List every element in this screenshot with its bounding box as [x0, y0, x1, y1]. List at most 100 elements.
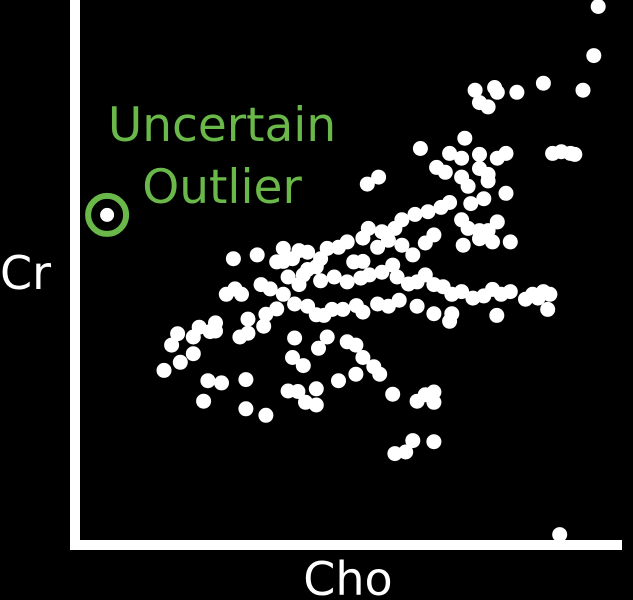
data-point-122 [258, 306, 274, 322]
data-point-73 [275, 286, 291, 302]
data-point-141 [372, 366, 388, 382]
data-point-31 [463, 196, 479, 212]
data-point-64 [275, 240, 291, 256]
points-layer [156, 0, 606, 543]
data-point-104 [540, 301, 556, 317]
data-point-12 [454, 150, 470, 166]
data-point-158 [426, 384, 442, 400]
annotation-line-2: Outlier [142, 160, 302, 215]
data-point-160 [405, 433, 421, 449]
data-point-120 [287, 296, 303, 312]
data-point-11 [442, 145, 458, 161]
data-point-55 [370, 239, 386, 255]
data-point-159 [426, 394, 442, 410]
data-point-29 [476, 191, 492, 207]
data-point-71 [280, 269, 296, 285]
data-point-1 [586, 48, 602, 64]
data-point-105 [489, 307, 505, 323]
data-point-53 [394, 237, 410, 253]
data-point-49 [455, 237, 471, 253]
data-point-131 [170, 326, 186, 342]
data-point-170 [225, 251, 241, 267]
data-point-150 [238, 401, 254, 417]
data-point-149 [196, 393, 212, 409]
data-point-52 [405, 247, 421, 263]
data-point-139 [355, 350, 371, 365]
data-point-67 [269, 254, 285, 270]
outlier-highlight-ring [85, 192, 130, 237]
data-point-54 [380, 232, 396, 248]
data-point-89 [417, 267, 433, 283]
data-point-166 [311, 340, 326, 356]
data-point-75 [253, 277, 269, 293]
data-point-142 [348, 366, 364, 382]
data-point-109 [409, 298, 425, 314]
data-point-136 [319, 329, 335, 345]
data-point-57 [346, 254, 362, 270]
data-point-108 [426, 306, 442, 322]
data-point-48 [502, 234, 518, 250]
data-point-85 [385, 257, 401, 273]
data-point-165 [285, 350, 300, 365]
data-point-13 [472, 146, 487, 162]
data-point-10 [412, 141, 428, 156]
data-point-168 [185, 329, 201, 345]
data-point-79 [313, 273, 329, 289]
x-axis-label: Cho [303, 552, 392, 600]
data-point-147 [214, 375, 229, 391]
data-point-72 [291, 277, 307, 293]
data-point-164 [295, 358, 311, 374]
data-point-21 [359, 176, 375, 192]
data-point-124 [256, 318, 272, 334]
data-point-59 [331, 239, 346, 255]
data-point-20 [371, 169, 387, 185]
data-point-46 [472, 231, 487, 247]
data-point-0 [590, 0, 606, 14]
data-point-51 [417, 235, 433, 251]
data-point-114 [348, 298, 364, 314]
data-point-134 [172, 354, 188, 370]
data-point-163 [387, 446, 403, 462]
data-point-47 [485, 234, 500, 250]
data-point-28 [460, 178, 476, 194]
data-point-153 [290, 384, 306, 399]
data-point-103 [542, 286, 558, 302]
data-point-148 [200, 373, 216, 389]
data-point-35 [407, 206, 423, 222]
data-point-78 [218, 286, 234, 302]
data-point-42 [460, 220, 476, 236]
data-point-172 [552, 527, 568, 543]
data-point-171 [457, 130, 473, 146]
annotation-line-1: Uncertain [108, 98, 336, 153]
data-point-15 [498, 145, 514, 161]
data-point-27 [480, 166, 496, 182]
data-point-37 [387, 220, 403, 236]
data-point-2 [575, 82, 591, 98]
data-point-167 [287, 330, 303, 346]
outlier-point [100, 207, 115, 222]
data-point-169 [249, 247, 265, 263]
data-point-80 [326, 269, 342, 285]
data-point-123 [240, 311, 256, 327]
data-point-133 [185, 346, 201, 362]
data-point-19 [567, 146, 583, 162]
data-point-161 [426, 434, 442, 450]
data-point-81 [339, 274, 355, 290]
data-point-86 [389, 269, 405, 285]
data-point-4 [509, 84, 525, 100]
data-point-30 [498, 185, 514, 201]
data-point-143 [331, 373, 346, 389]
data-point-151 [258, 407, 274, 423]
data-point-84 [374, 264, 390, 280]
data-point-69 [308, 259, 324, 275]
data-point-135 [156, 362, 172, 378]
data-point-3 [535, 75, 551, 91]
data-point-83 [361, 267, 377, 283]
data-point-119 [300, 298, 316, 314]
data-point-154 [298, 394, 313, 410]
data-point-132 [164, 337, 180, 353]
data-point-126 [232, 329, 248, 345]
data-point-7 [467, 82, 483, 98]
y-axis-label: Cr [0, 246, 51, 300]
